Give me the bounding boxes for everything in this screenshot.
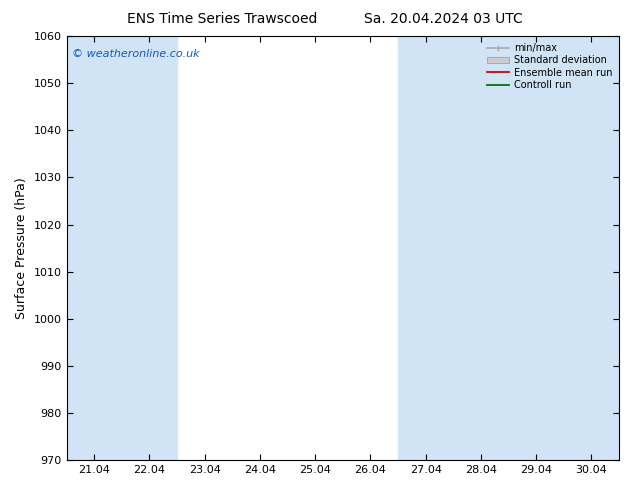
Bar — [398, 36, 453, 460]
Bar — [122, 36, 177, 460]
Bar — [564, 36, 619, 460]
Bar — [453, 36, 508, 460]
Bar — [67, 36, 122, 460]
Text: ENS Time Series Trawscoed: ENS Time Series Trawscoed — [127, 12, 317, 26]
Y-axis label: Surface Pressure (hPa): Surface Pressure (hPa) — [15, 177, 28, 319]
Text: © weatheronline.co.uk: © weatheronline.co.uk — [72, 49, 200, 59]
Legend: min/max, Standard deviation, Ensemble mean run, Controll run: min/max, Standard deviation, Ensemble me… — [486, 41, 614, 92]
Text: Sa. 20.04.2024 03 UTC: Sa. 20.04.2024 03 UTC — [365, 12, 523, 26]
Bar — [508, 36, 564, 460]
